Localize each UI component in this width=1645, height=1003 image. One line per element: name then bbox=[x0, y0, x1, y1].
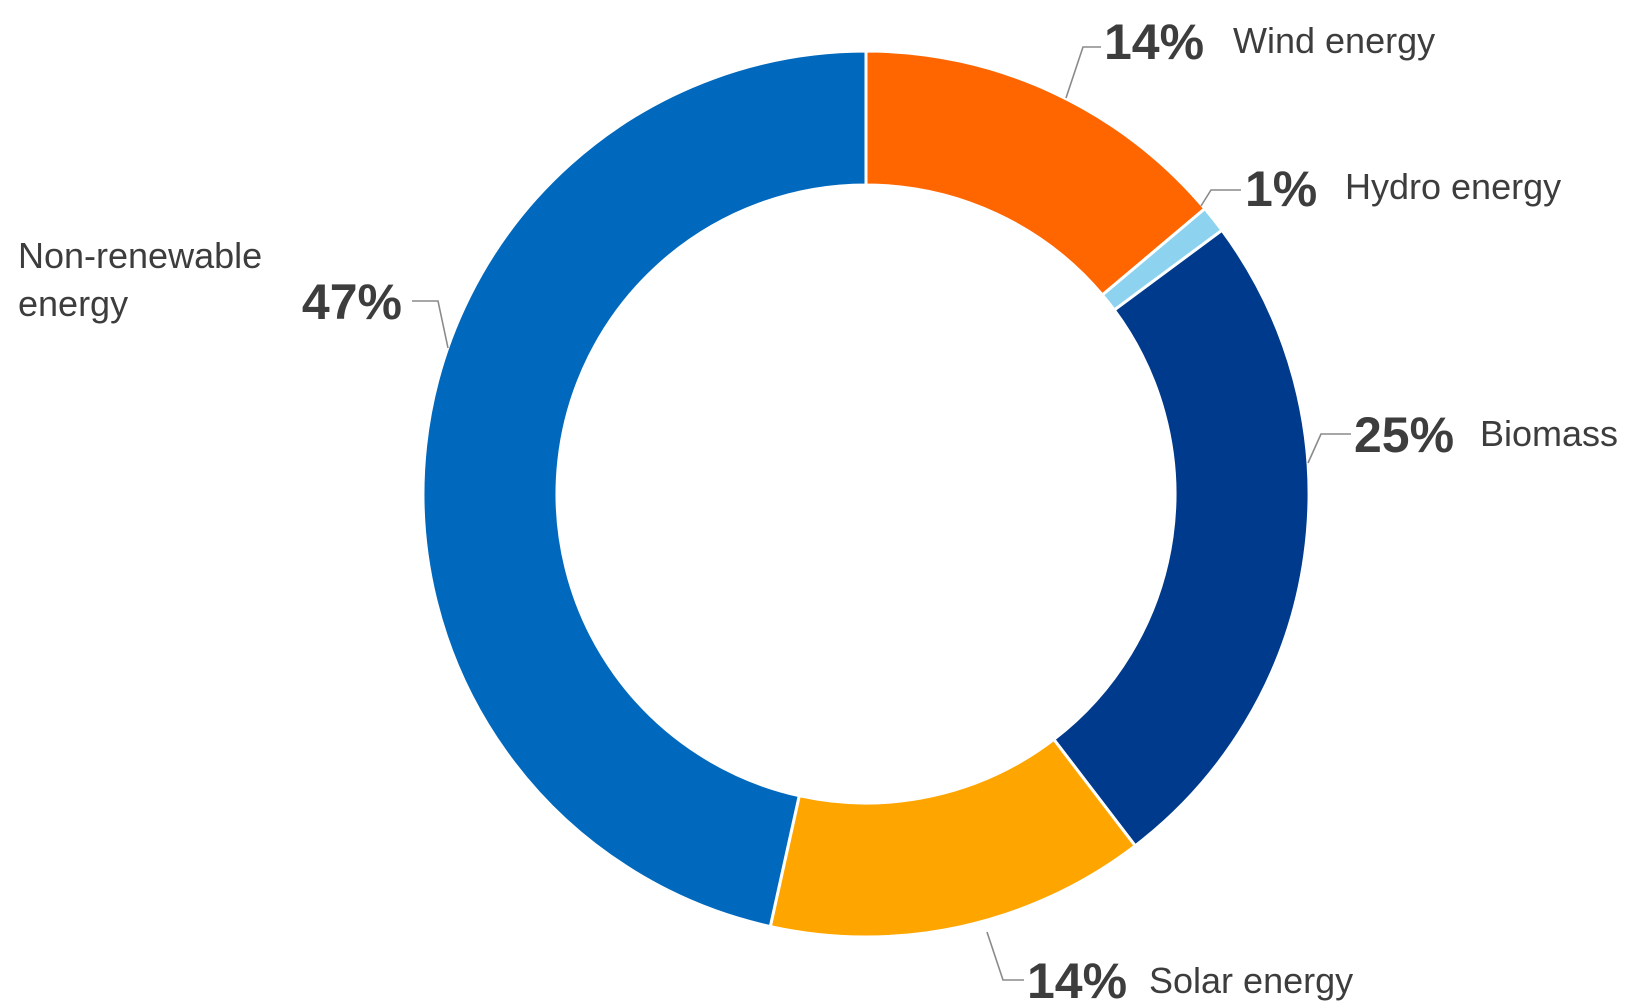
percent-label-biomass: 25% bbox=[1354, 407, 1454, 463]
percent-label-non-renewable-energy: 47% bbox=[302, 274, 402, 330]
leader-line-hydro-energy bbox=[1200, 189, 1241, 207]
percent-label-wind-energy: 14% bbox=[1104, 14, 1204, 70]
leader-line-non-renewable-energy bbox=[412, 300, 449, 349]
slice-biomass bbox=[1051, 228, 1311, 848]
category-label-biomass: Biomass bbox=[1480, 413, 1618, 454]
leader-line-solar-energy bbox=[986, 931, 1024, 981]
category-label-solar-energy: Solar energy bbox=[1149, 960, 1353, 1001]
category-label-hydro-energy: Hydro energy bbox=[1345, 166, 1561, 207]
leader-line-wind-energy bbox=[1065, 46, 1101, 99]
category-label-non-renewable-energy: Non-renewable energy bbox=[18, 235, 262, 324]
donut-slices bbox=[421, 49, 1311, 939]
donut-labels: 14% Wind energy 1% Hydro energy 25% Biomass 14… bbox=[18, 14, 1618, 1003]
slice-non-renewable-energy bbox=[421, 49, 868, 929]
percent-label-hydro-energy: 1% bbox=[1245, 161, 1317, 217]
percent-label-solar-energy: 14% bbox=[1027, 953, 1127, 1003]
leader-line-biomass bbox=[1307, 433, 1351, 464]
category-label-wind-energy: Wind energy bbox=[1233, 20, 1435, 61]
